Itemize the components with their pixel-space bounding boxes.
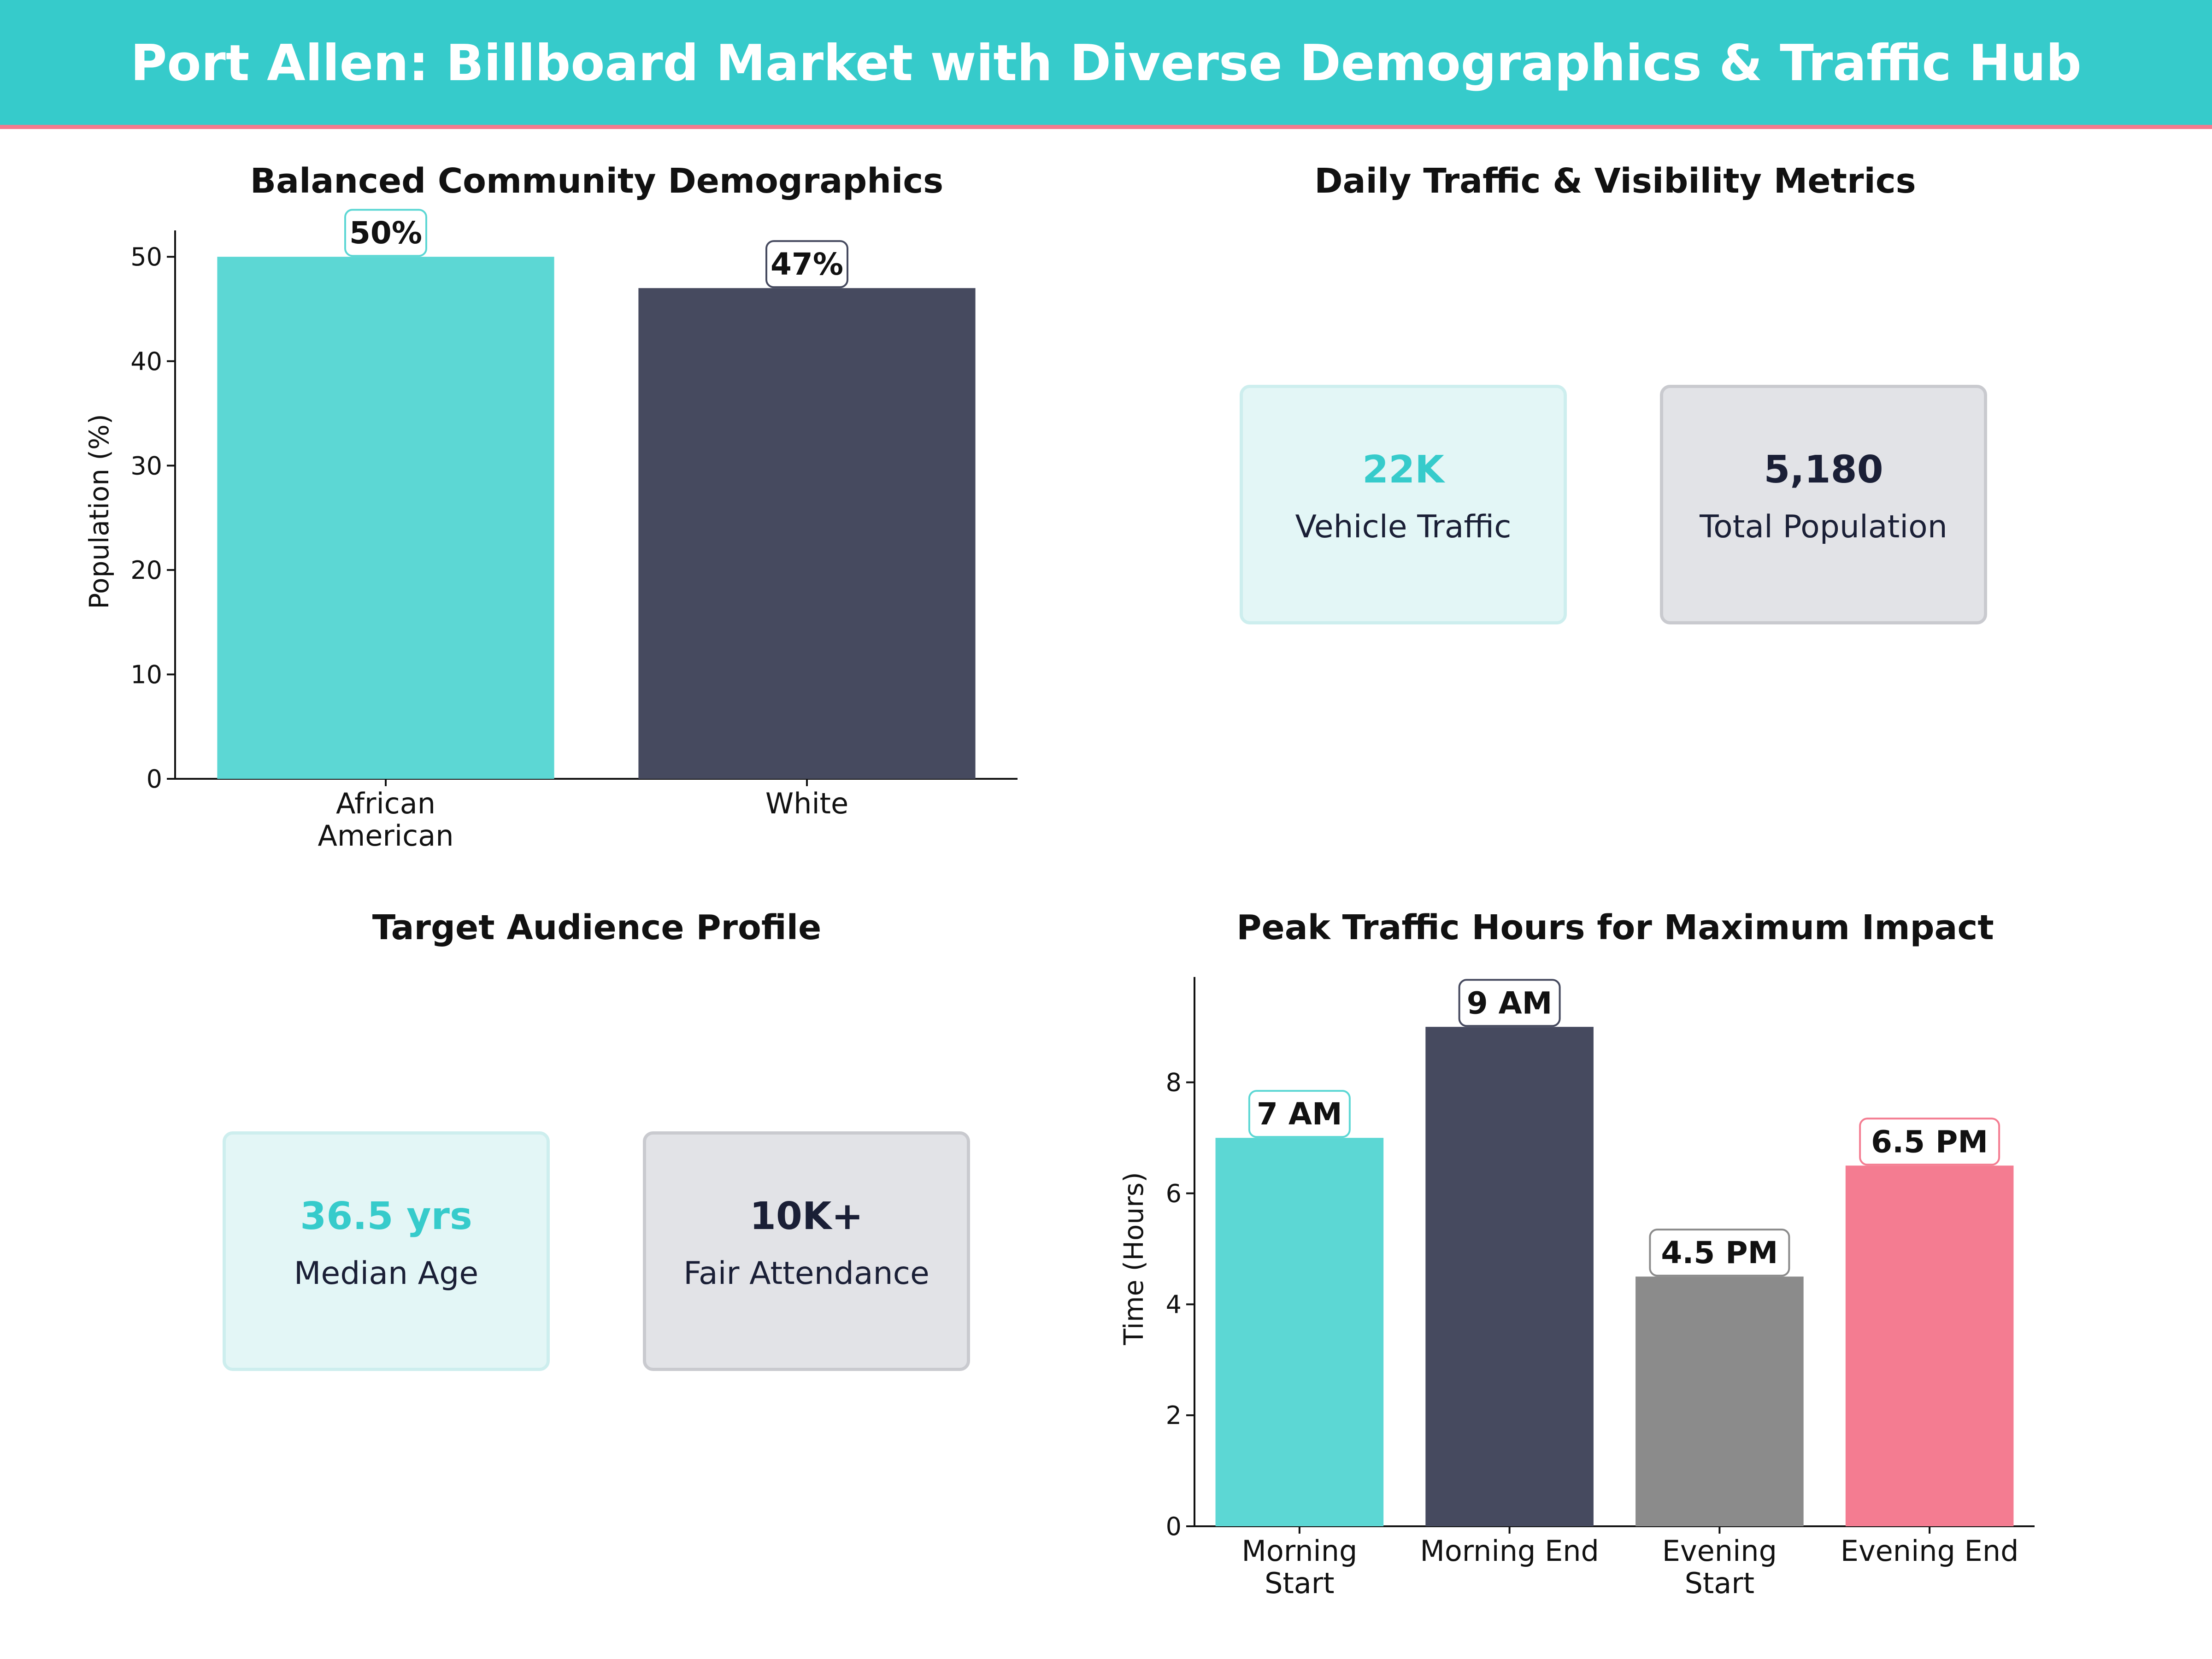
- traffic-metrics-title: Daily Traffic & Visibility Metrics: [1314, 161, 1916, 201]
- y-axis-label: Time (Hours): [1118, 1172, 1149, 1346]
- bar: [1635, 1277, 1804, 1526]
- demographics-title: Balanced Community Demographics: [250, 161, 944, 201]
- data-label: 4.5 PM: [1661, 1235, 1778, 1271]
- x-tick-label: American: [318, 819, 453, 853]
- vehicle-traffic-card: 22K Vehicle Traffic: [1240, 385, 1567, 624]
- total-population-label: Total Population: [1700, 509, 1947, 545]
- data-label-box: [1248, 1090, 1351, 1138]
- x-tick-label: African: [336, 787, 435, 820]
- median-age-label: Median Age: [294, 1255, 479, 1292]
- total-population-card: 5,180 Total Population: [1660, 385, 1987, 624]
- y-tick-label: 0: [1166, 1512, 1182, 1541]
- data-label-box: [1458, 979, 1561, 1027]
- data-label: 47%: [771, 247, 843, 282]
- data-label: 9 AM: [1467, 985, 1553, 1021]
- peak-hours-title: Peak Traffic Hours for Maximum Impact: [1236, 908, 1994, 947]
- data-label-box: [765, 240, 848, 288]
- y-axis-label: Population (%): [83, 414, 115, 609]
- x-tick-label: Morning: [1241, 1534, 1357, 1568]
- x-tick-label: White: [765, 787, 848, 820]
- fair-attendance-value: 10K+: [749, 1194, 864, 1238]
- vehicle-traffic-value: 22K: [1362, 448, 1444, 492]
- bar: [1425, 1027, 1594, 1526]
- audience-title: Target Audience Profile: [372, 908, 822, 947]
- bar: [638, 288, 976, 779]
- x-tick-label: Evening: [1662, 1534, 1777, 1568]
- fair-attendance-card: 10K+ Fair Attendance: [643, 1131, 970, 1371]
- y-tick-label: 30: [130, 451, 162, 480]
- median-age-value: 36.5 yrs: [300, 1194, 472, 1238]
- data-label: 6.5 PM: [1871, 1124, 1988, 1159]
- header-banner: Port Allen: Billboard Market with Divers…: [0, 0, 2212, 129]
- x-tick-label: Start: [1265, 1566, 1334, 1600]
- y-tick-label: 6: [1166, 1179, 1182, 1208]
- bar: [1215, 1138, 1384, 1526]
- y-tick-label: 0: [147, 765, 162, 794]
- y-tick-label: 20: [130, 556, 162, 585]
- y-tick-label: 2: [1166, 1401, 1182, 1430]
- y-tick-label: 40: [130, 347, 162, 376]
- x-tick-label: Morning End: [1420, 1534, 1599, 1568]
- y-tick-label: 10: [130, 660, 162, 689]
- y-tick-label: 8: [1166, 1068, 1182, 1097]
- data-label: 7 AM: [1257, 1096, 1342, 1132]
- page-title: Port Allen: Billboard Market with Divers…: [130, 35, 2082, 92]
- x-tick-label: Evening End: [1841, 1534, 2019, 1568]
- data-label-box: [1859, 1118, 2000, 1166]
- median-age-card: 36.5 yrs Median Age: [223, 1131, 550, 1371]
- bar: [217, 257, 554, 779]
- y-tick-label: 4: [1166, 1290, 1182, 1319]
- bar: [1845, 1165, 2014, 1526]
- data-label: 50%: [349, 215, 422, 251]
- data-label-box: [344, 209, 427, 257]
- y-tick-label: 50: [130, 242, 162, 271]
- fair-attendance-label: Fair Attendance: [683, 1255, 930, 1292]
- data-label-box: [1649, 1229, 1790, 1277]
- vehicle-traffic-label: Vehicle Traffic: [1295, 509, 1512, 545]
- total-population-value: 5,180: [1764, 448, 1883, 492]
- x-tick-label: Start: [1685, 1566, 1754, 1600]
